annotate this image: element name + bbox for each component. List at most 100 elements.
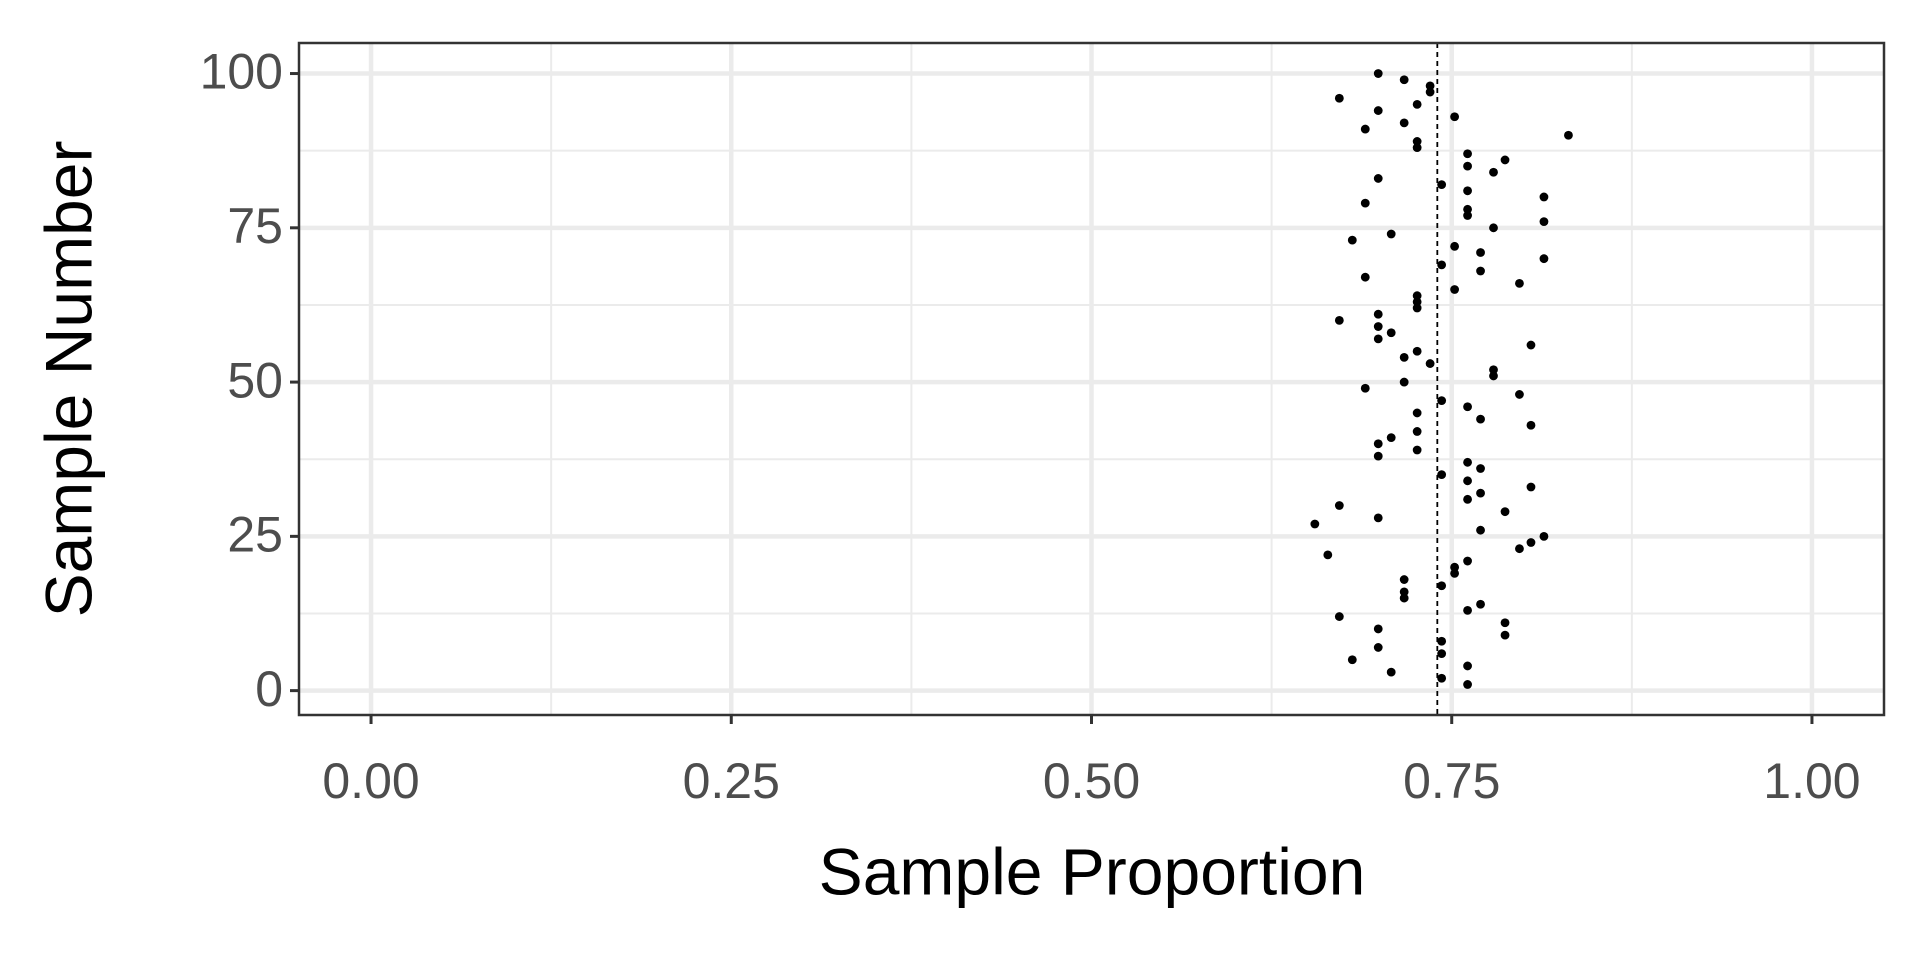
point: [1334, 93, 1344, 103]
y-tick-label: 100: [200, 44, 283, 100]
point: [1437, 260, 1447, 270]
x-tick-label: 0.50: [1043, 753, 1140, 809]
point: [1463, 204, 1472, 214]
point: [1360, 383, 1370, 393]
point: [1476, 464, 1485, 473]
point: [1515, 278, 1524, 288]
point: [1489, 167, 1498, 177]
x-tick-label: 0.00: [322, 753, 419, 809]
point: [1399, 353, 1409, 362]
point: [1437, 673, 1447, 683]
point: [1334, 315, 1344, 325]
point: [1373, 334, 1383, 344]
point: [1412, 445, 1422, 455]
point: [1437, 581, 1447, 591]
point: [1373, 439, 1383, 449]
point: [1526, 538, 1536, 547]
point: [1526, 482, 1536, 492]
point: [1347, 235, 1357, 245]
point: [1399, 575, 1409, 584]
point: [1373, 451, 1383, 461]
point: [1450, 241, 1460, 251]
point: [1515, 544, 1524, 554]
y-axis-title: Sample Number: [31, 141, 105, 618]
point: [1399, 593, 1409, 603]
point: [1386, 667, 1396, 677]
x-tick-label: 1.00: [1763, 753, 1860, 809]
point: [1412, 137, 1422, 146]
y-tick-label: 50: [227, 352, 283, 408]
point: [1463, 606, 1472, 615]
point: [1463, 402, 1472, 412]
point: [1500, 507, 1510, 517]
point: [1425, 87, 1435, 97]
point: [1463, 149, 1472, 159]
point: [1437, 470, 1447, 480]
point: [1450, 112, 1460, 122]
point: [1450, 285, 1460, 294]
point: [1399, 377, 1409, 387]
point: [1539, 254, 1549, 264]
point: [1412, 346, 1422, 356]
point: [1373, 69, 1383, 78]
point: [1463, 494, 1472, 504]
point: [1564, 130, 1573, 140]
point: [1489, 365, 1498, 375]
point: [1476, 248, 1485, 257]
point: [1399, 118, 1409, 128]
point: [1476, 414, 1485, 424]
x-tick-label: 0.75: [1403, 753, 1500, 809]
point: [1526, 420, 1536, 430]
point: [1386, 433, 1396, 443]
point: [1386, 229, 1396, 239]
point: [1489, 223, 1498, 233]
x-axis-title: Sample Proportion: [819, 834, 1366, 908]
point: [1425, 359, 1435, 368]
y-tick-label: 75: [227, 198, 283, 254]
point: [1539, 531, 1549, 541]
point: [1515, 390, 1524, 399]
point: [1373, 174, 1383, 183]
point: [1334, 501, 1344, 510]
point: [1373, 513, 1383, 523]
point: [1412, 408, 1422, 418]
point: [1373, 309, 1383, 319]
point: [1489, 371, 1498, 381]
point: [1386, 328, 1396, 338]
point: [1539, 192, 1549, 202]
panel-border: [297, 41, 1886, 717]
point: [1323, 550, 1333, 560]
point: [1412, 297, 1422, 307]
point: [1463, 556, 1472, 566]
point: [1373, 106, 1383, 115]
point: [1500, 155, 1510, 165]
point: [1373, 624, 1383, 634]
point: [1425, 81, 1435, 91]
point: [1360, 272, 1370, 282]
point: [1463, 476, 1472, 486]
point: [1373, 322, 1383, 331]
point: [1373, 643, 1383, 652]
point: [1334, 612, 1344, 621]
point: [1347, 655, 1357, 665]
point: [1450, 568, 1460, 578]
point: [1463, 211, 1472, 220]
point: [1476, 599, 1485, 609]
point: [1437, 649, 1447, 659]
point: [1360, 198, 1370, 208]
point: [1476, 488, 1485, 498]
point: [1539, 217, 1549, 227]
point: [1437, 396, 1447, 405]
point: [1450, 562, 1460, 572]
point: [1463, 680, 1472, 689]
point: [1463, 661, 1472, 671]
point: [1463, 186, 1472, 196]
point: [1412, 291, 1422, 301]
point: [1310, 519, 1320, 529]
point: [1360, 124, 1370, 134]
point: [1526, 340, 1536, 350]
point: [1500, 618, 1510, 628]
point: [1500, 630, 1510, 640]
